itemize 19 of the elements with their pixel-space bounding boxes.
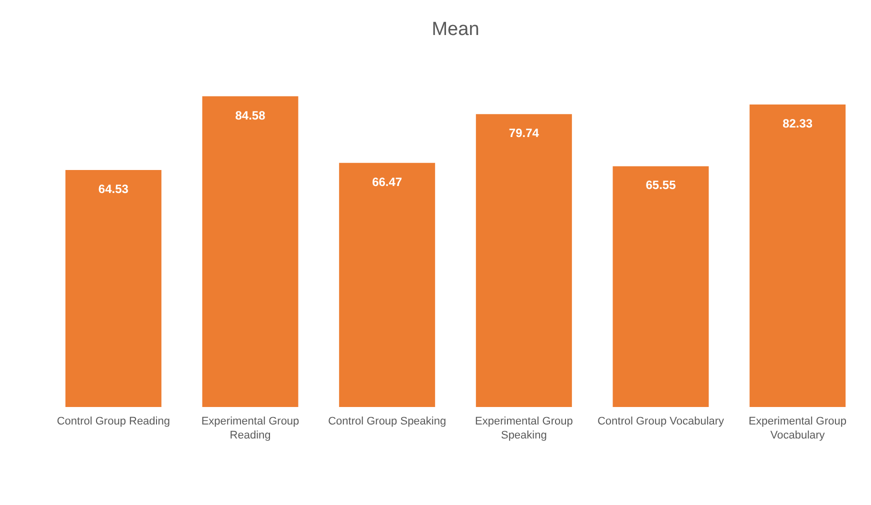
bar bbox=[65, 170, 162, 407]
data-label: 64.53 bbox=[98, 182, 129, 196]
x-tick-label: Experimental Group Vocabulary bbox=[748, 416, 846, 442]
bar bbox=[612, 166, 709, 407]
data-label: 82.33 bbox=[782, 116, 813, 131]
bar bbox=[476, 114, 572, 407]
chart-title: Mean bbox=[432, 19, 480, 40]
x-tick-label: Experimental Group Reading bbox=[201, 416, 300, 442]
x-tick-label: Experimental Group Speaking bbox=[475, 416, 573, 442]
x-tick-label: Control Group Reading bbox=[56, 416, 170, 428]
x-tick-label: Control Group Vocabulary bbox=[597, 416, 725, 428]
bar bbox=[750, 104, 846, 407]
data-label: 65.55 bbox=[646, 178, 676, 192]
data-label: 79.74 bbox=[508, 126, 540, 140]
data-label: 84.58 bbox=[235, 108, 266, 122]
bar bbox=[202, 96, 298, 407]
bar bbox=[339, 162, 436, 407]
data-label: 66.47 bbox=[372, 174, 402, 189]
x-tick-label: Control Group Speaking bbox=[328, 416, 446, 428]
